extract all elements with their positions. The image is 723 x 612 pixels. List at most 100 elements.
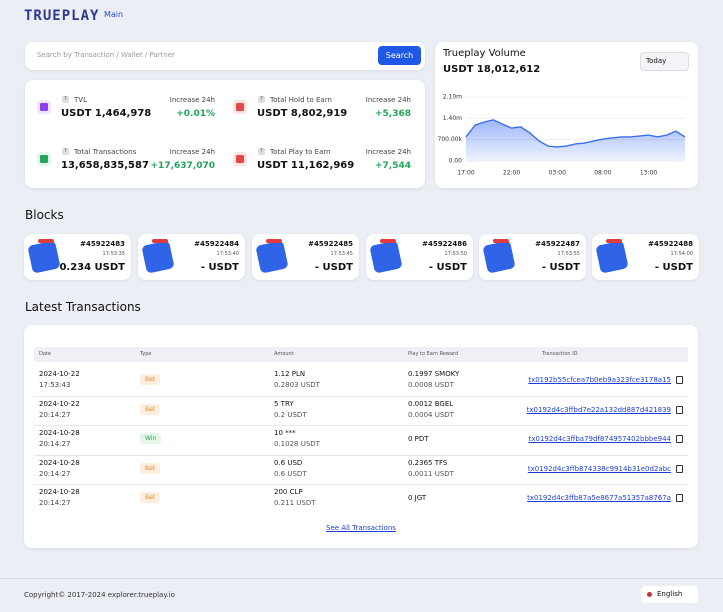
tx-reward-usdt: 0.0004 USDT	[408, 410, 454, 419]
block-card[interactable]: #45922486 17:53:50 - USDT	[366, 234, 473, 280]
volume-line	[465, 119, 686, 148]
copy-icon[interactable]	[676, 464, 683, 473]
row-divider	[34, 425, 688, 426]
copy-icon[interactable]	[676, 435, 683, 443]
tx-reward: 0.1997 SMOKY	[408, 370, 460, 378]
column-header: Transaction ID	[542, 351, 578, 357]
block-card[interactable]: #45922484 17:53:40 - USDT	[138, 234, 245, 280]
y-tick-label: 1.40m	[443, 115, 462, 122]
tx-date: 2024-10-28	[39, 429, 80, 437]
tx-date: 2024-10-28	[39, 458, 80, 467]
block-card[interactable]: #45922485 17:53:45 - USDT	[252, 234, 359, 280]
block-icon	[27, 240, 61, 274]
column-header: Play to Earn Reward	[408, 351, 459, 357]
stat-value: 13,658,835,587	[61, 160, 149, 171]
tx-time: 17:53:43	[39, 381, 71, 389]
tx-link[interactable]: tx0192d4c3ffba79df874957402bbbe944	[528, 435, 671, 443]
nav-link[interactable]: Main	[104, 10, 124, 19]
tx-type: Bet	[140, 462, 161, 474]
tx-link[interactable]: tx0192d4c3ffb87a5e8677a51357a8767a	[527, 494, 671, 502]
footer-divider	[0, 578, 723, 579]
block-amount: 0.234 USDT	[59, 262, 125, 273]
block-time: 17:53:40	[216, 251, 239, 257]
block-number: #45922486	[422, 240, 467, 248]
search-card: Search by Transaction / Wallet / Partner…	[25, 42, 425, 70]
stats-card: ? TVL USDT 1,464,978 Increase 24h +0.01%? Tot…	[25, 80, 425, 188]
stat-icon	[37, 152, 51, 166]
block-card[interactable]: #45922483 17:53:35 0.234 USDT	[24, 234, 131, 280]
tx-reward: 0.2365 TFS	[408, 458, 448, 467]
logo: TRUEPLAY	[24, 8, 100, 24]
volume-total: USDT 18,012,612	[443, 64, 541, 75]
tx-amount: 5 TRY	[274, 399, 294, 408]
stat-value: USDT 11,162,969	[257, 160, 355, 171]
x-tick-label: 03:00	[549, 170, 566, 177]
help-icon: ?	[258, 96, 265, 103]
volume-title: Trueplay Volume	[443, 48, 526, 59]
tx-amount-usdt: 0.6 USDT	[274, 469, 307, 478]
tx-time: 20:14:27	[39, 410, 71, 419]
block-time: 17:53:55	[557, 251, 580, 257]
volume-chart: 0.00 700.00k 1.40m 2.10m 17:00 22:00 03:00 08:0…	[438, 94, 686, 177]
block-number: #45922484	[194, 240, 239, 248]
block-number: #45922485	[308, 240, 353, 248]
block-amount: - USDT	[654, 262, 693, 273]
tx-link[interactable]: tx0192d4c3ffb874338c9914b31e0d2abc	[527, 464, 671, 473]
tx-reward: 0 PDT	[408, 435, 429, 443]
tx-date: 2024-10-22	[39, 370, 80, 378]
block-icon-top	[606, 239, 622, 243]
y-tick-label: 2.10m	[443, 94, 462, 101]
period-dropdown[interactable]: Today	[640, 52, 689, 71]
volume-area	[466, 119, 685, 161]
help-icon: ?	[62, 148, 69, 155]
stat-change-label: Increase 24h	[169, 96, 215, 104]
tx-reward-usdt: 0.0011 USDT	[408, 469, 454, 478]
tx-amount-usdt: 0.211 USDT	[274, 499, 316, 507]
row-divider	[34, 395, 688, 397]
tx-reward: 0 JGT	[408, 494, 427, 502]
stat-change-label: Increase 24h	[365, 148, 411, 156]
tx-time: 20:14:27	[39, 469, 71, 478]
copy-icon[interactable]	[676, 494, 683, 502]
tx-link[interactable]: tx0192d4c3ffbd7e22a132dd887d421839	[526, 405, 671, 414]
copyright: Copyright© 2017-2024 explorer.trueplay.i…	[24, 591, 175, 599]
copy-icon[interactable]	[676, 376, 683, 384]
tx-amount-usdt: 0.2803 USDT	[274, 381, 320, 389]
tx-type: Bet	[140, 403, 161, 415]
column-header: Amount	[274, 351, 294, 357]
column-header: Date	[39, 351, 51, 357]
stat-value: USDT 8,802,919	[257, 108, 348, 119]
search-button[interactable]: Search	[378, 46, 421, 65]
stat-change: +5,368	[374, 109, 411, 119]
block-time: 17:53:35	[102, 251, 125, 257]
block-icon	[595, 240, 629, 274]
help-icon: ?	[62, 96, 69, 103]
y-tick-label: 700.00k	[438, 136, 463, 143]
block-amount: - USDT	[314, 262, 353, 273]
block-icon	[369, 240, 403, 274]
column-header: Type	[140, 351, 152, 357]
search-input[interactable]: Search by Transaction / Wallet / Partner	[37, 51, 175, 59]
stat-label: Total Transactions	[74, 148, 137, 156]
language-select[interactable]: English	[641, 586, 698, 603]
tx-type: Bet	[140, 492, 161, 503]
stat-label: TVL	[74, 96, 87, 104]
block-icon	[482, 240, 516, 274]
block-icon	[255, 240, 289, 274]
block-icon-top	[380, 239, 396, 243]
block-icon-top	[493, 239, 509, 243]
see-all-link[interactable]: See All Transactions	[326, 524, 396, 532]
block-number: #45922487	[535, 240, 580, 248]
block-card[interactable]: #45922488 17:54:00 - USDT	[592, 234, 699, 280]
block-card[interactable]: #45922487 17:53:55 - USDT	[479, 234, 586, 280]
block-time: 17:53:50	[444, 251, 467, 257]
tx-date: 2024-10-28	[39, 488, 80, 496]
tx-link[interactable]: tx0192b55cfcea7b0eb9a323fce3178a15	[528, 376, 671, 384]
volume-card: Trueplay Volume USDT 18,012,612 Today 0.00 7…	[435, 42, 698, 188]
block-icon-top	[266, 239, 282, 243]
blocks-title: Blocks	[25, 208, 64, 222]
tx-amount-usdt: 0.2 USDT	[274, 410, 307, 419]
block-number: #45922488	[648, 240, 693, 248]
copy-icon[interactable]	[676, 405, 683, 414]
